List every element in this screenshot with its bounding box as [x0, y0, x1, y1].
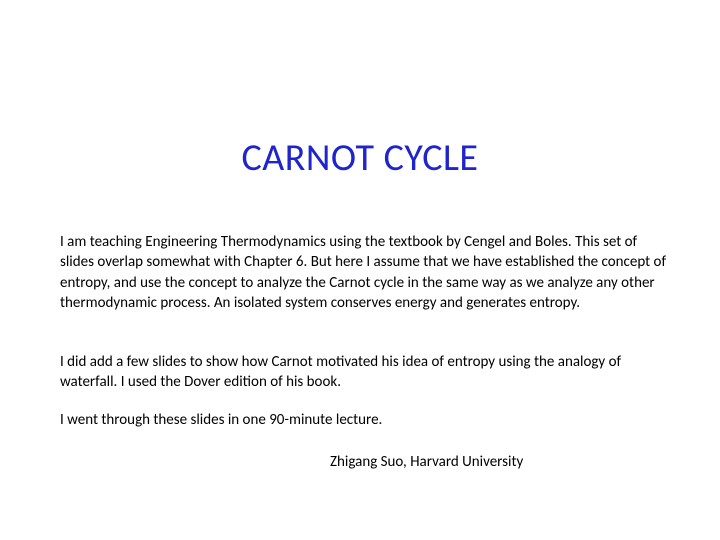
author-signature: Zhigang Suo, Harvard University — [330, 453, 690, 471]
slide-title: CARNOT CYCLE — [0, 135, 720, 181]
paragraph-3: I went through these slides in one 90-mi… — [60, 410, 670, 430]
slide: CARNOT CYCLE I am teaching Engineering T… — [0, 0, 720, 540]
paragraph-2: I did add a few slides to show how Carno… — [60, 352, 670, 393]
paragraph-1: I am teaching Engineering Thermodynamics… — [60, 232, 670, 313]
